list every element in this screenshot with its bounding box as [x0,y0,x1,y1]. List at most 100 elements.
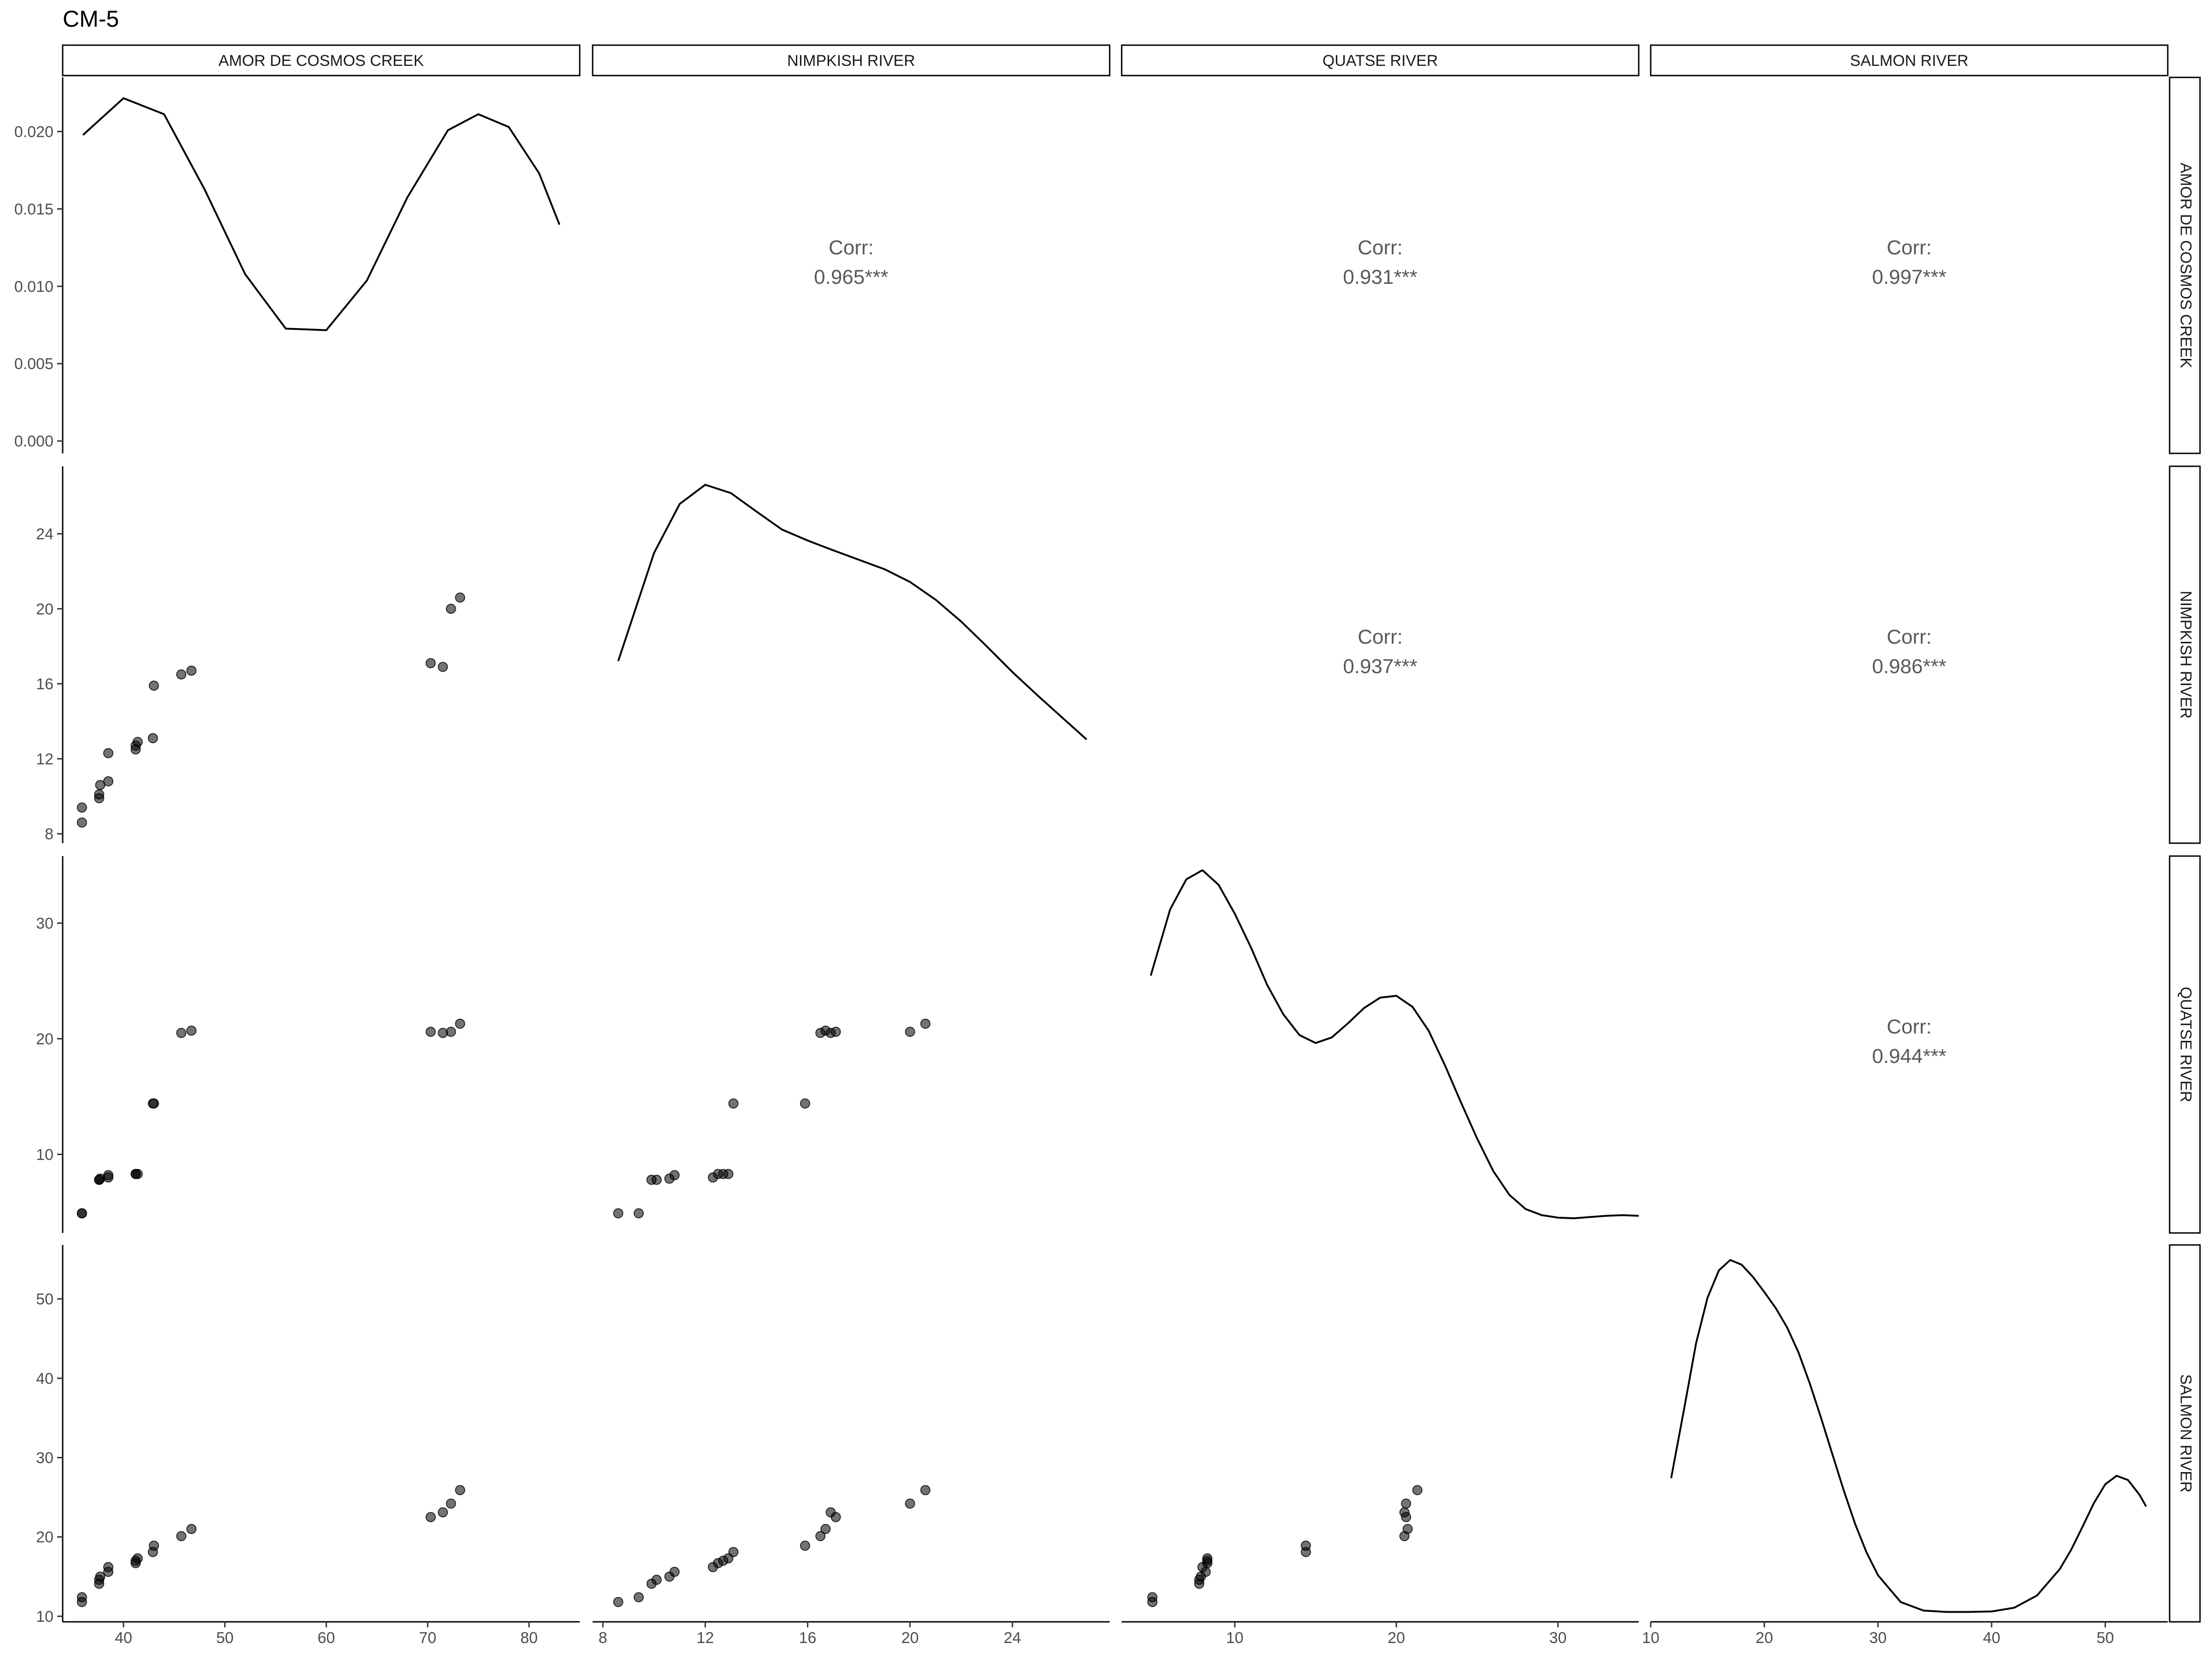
scatter-point [455,592,465,603]
scatter-point [820,1524,831,1534]
corr-label: Corr: [1887,1015,1932,1038]
x-tick-label: 20 [901,1629,919,1647]
scatter-point [176,1027,187,1038]
scatter-point [651,1574,662,1585]
column-strip-label: SALMON RIVER [1850,52,1969,70]
x-tick-label: 40 [1983,1629,2000,1647]
y-tick-label: 20 [36,600,53,618]
corr-label: Corr: [1358,236,1403,259]
scatter-point [455,1485,465,1496]
scatter-point [446,604,456,614]
scatter-point [830,1512,841,1522]
scatter-point [132,1553,143,1564]
y-tick-label: 20 [36,1030,53,1048]
scatter-point [176,1531,187,1542]
density-curve [1670,1259,2147,1613]
y-tick-label: 12 [36,751,53,768]
x-tick-label: 10 [1642,1629,1659,1647]
corr-value: 0.944*** [1872,1045,1946,1068]
scatter-point [1401,1512,1412,1522]
scatter-point [103,776,113,786]
y-tick-label: 8 [45,826,53,843]
corr-value: 0.986*** [1872,655,1946,678]
scatter-point [132,1169,143,1180]
scatter-point [613,1596,624,1607]
panels: AMOR DE COSMOS CREEK NIMPKISH RIVER QUATSE… [14,44,2201,1647]
corr-label: Corr: [829,236,874,259]
x-tick-label: 10 [1226,1629,1244,1647]
scatter-point [76,1592,87,1602]
scatter-point [425,658,436,669]
scatter-point [446,1027,456,1037]
density-curve [1150,869,1639,1220]
scatter-point [176,669,187,680]
x-tick-label: 50 [2096,1629,2114,1647]
scatter-point [669,1567,680,1577]
corr-value: 0.997*** [1872,266,1946,288]
scatter-point [920,1018,931,1029]
x-tick-label: 30 [1869,1629,1887,1647]
row-strip-label: NIMPKISH RIVER [2177,591,2194,719]
scatter-point [149,1098,159,1109]
scatter-point [920,1485,931,1496]
scatter-point [633,1592,644,1602]
corr-value: 0.965*** [814,266,888,288]
scatter-point [438,662,448,672]
scatter-point [95,1571,106,1582]
scatter-point [103,748,113,758]
chart-title: CM-5 [63,6,119,32]
y-tick-label: 50 [36,1291,53,1308]
scatter-point [613,1208,624,1219]
row-strip [2169,855,2201,1234]
y-tick-label: 0.005 [14,355,53,373]
y-tick-label: 10 [36,1146,53,1163]
column-strip [592,44,1111,76]
scatter-point [95,780,106,790]
scatter-point [186,665,197,676]
scatter-point [147,733,158,744]
row-strip [2169,465,2201,844]
scatter-point [103,1172,113,1183]
corr-label: Corr: [1887,626,1932,648]
y-tick-label: 0.010 [14,278,53,295]
column-strip [1121,44,1640,76]
scatter-point [186,1025,197,1036]
scatter-point [149,1540,159,1551]
y-tick-label: 30 [36,1450,53,1467]
scatter-point [438,1507,448,1518]
scatter-point [186,1524,197,1534]
y-tick-label: 30 [36,915,53,933]
x-tick-label: 50 [216,1629,234,1647]
y-tick-label: 0.020 [14,123,53,141]
scatter-point [76,1208,87,1219]
scatter-point [1300,1540,1311,1551]
y-tick-label: 20 [36,1529,53,1546]
scatter-point [1202,1553,1212,1564]
x-tick-label: 24 [1004,1629,1021,1647]
x-tick-label: 40 [115,1629,132,1647]
column-strip-label: QUATSE RIVER [1323,52,1438,70]
y-tick-label: 0.000 [14,433,53,450]
corr-label: Corr: [1887,236,1932,259]
row-strip [2169,76,2201,454]
scatter-point [103,1562,113,1573]
scatter-point [1401,1498,1412,1509]
corr-value: 0.931*** [1343,266,1417,288]
y-tick-label: 0.015 [14,200,53,218]
scatter-point [800,1540,811,1551]
y-tick-label: 40 [36,1370,53,1387]
scatter-point [425,1027,436,1037]
scatter-point [455,1018,465,1029]
scatter-point [651,1174,662,1185]
column-strip-label: AMOR DE COSMOS CREEK [218,52,424,70]
x-tick-label: 80 [520,1629,538,1647]
x-tick-label: 60 [318,1629,335,1647]
scatter-point [1412,1485,1423,1496]
x-tick-label: 20 [1756,1629,1773,1647]
row-strip [2169,1244,2201,1623]
scatter-point [1147,1592,1158,1602]
scatter-point [723,1169,734,1180]
x-tick-label: 30 [1549,1629,1567,1647]
row-strip-label: AMOR DE COSMOS CREEK [2177,163,2194,368]
